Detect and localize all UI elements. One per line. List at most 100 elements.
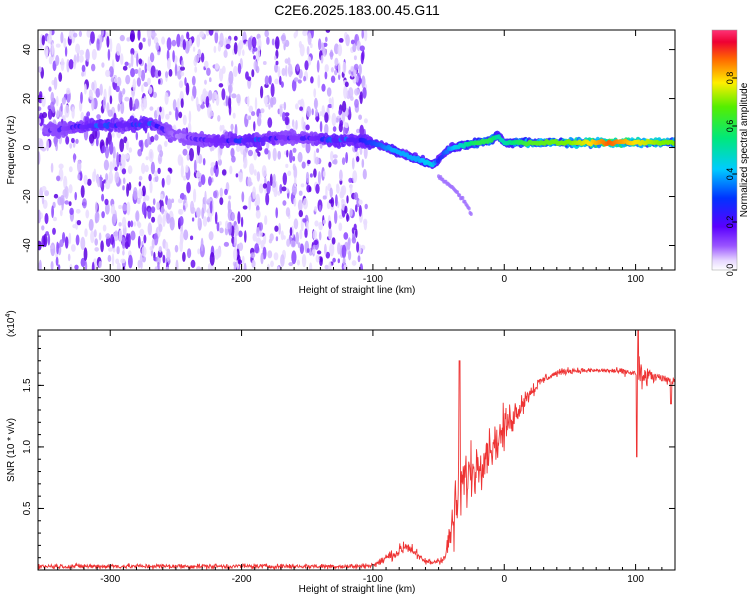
noise-dot: [156, 201, 161, 211]
noise-dot: [84, 228, 88, 238]
noise-dot: [346, 195, 349, 204]
noise-dot: [219, 32, 224, 47]
noise-dot: [270, 97, 274, 108]
noise-dot: [74, 191, 77, 201]
noise-dot: [143, 197, 146, 203]
noise-dot: [50, 101, 55, 112]
noise-dot: [58, 163, 64, 170]
noise-dot: [67, 253, 71, 262]
noise-dot: [357, 255, 361, 263]
noise-dot: [303, 75, 307, 82]
noise-dot: [321, 83, 326, 92]
noise-dot: [289, 149, 293, 163]
noise-dot: [280, 34, 286, 42]
noise-dot: [147, 77, 151, 86]
noise-dot: [125, 140, 129, 151]
noise-dot: [190, 235, 194, 241]
colorbar-label: Normalized spectral amplitude: [739, 82, 750, 217]
noise-dot: [55, 256, 59, 266]
noise-dot: [137, 148, 143, 157]
noise-dot: [136, 77, 141, 87]
noise-dot: [282, 111, 286, 122]
noise-dot: [359, 45, 365, 52]
noise-dot: [253, 121, 256, 132]
noise-dot: [193, 159, 197, 173]
noise-dot: [205, 95, 210, 108]
noise-dot: [328, 228, 332, 240]
noise-dot: [302, 197, 308, 210]
noise-dot: [223, 49, 228, 59]
noise-dot: [109, 141, 114, 155]
noise-dot: [111, 253, 115, 267]
noise-dot: [152, 91, 157, 98]
noise-dot: [356, 241, 360, 253]
noise-dot: [293, 176, 297, 188]
noise-dot: [208, 90, 213, 101]
noise-dot: [130, 30, 135, 43]
noise-dot: [109, 38, 113, 53]
noise-dot: [204, 90, 209, 97]
noise-dot: [207, 263, 212, 270]
noise-dot: [103, 159, 109, 171]
noise-dot: [309, 262, 313, 270]
noise-dot: [40, 212, 43, 219]
noise-dot: [71, 106, 75, 119]
noise-dot: [93, 168, 97, 179]
noise-dot: [144, 164, 149, 173]
noise-dot: [264, 75, 269, 86]
noise-dot: [100, 30, 105, 37]
noise-dot: [58, 72, 63, 82]
noise-dot: [284, 112, 290, 117]
noise-dot: [361, 158, 365, 168]
noise-dot: [148, 86, 153, 95]
noise-dot: [313, 168, 317, 178]
noise-dot: [267, 250, 273, 259]
noise-dot: [233, 65, 238, 78]
noise-dot: [362, 168, 367, 180]
noise-dot: [88, 133, 95, 144]
figure-title: C2E6.2025.183.00.45.G11: [274, 2, 440, 18]
noise-dot: [327, 103, 333, 109]
spectrogram-ylabel: Frequency (Hz): [6, 116, 17, 185]
noise-dot: [334, 210, 338, 224]
noise-dot: [267, 117, 273, 128]
noise-dot: [105, 69, 111, 78]
noise-dot: [210, 111, 214, 116]
noise-dot: [75, 234, 80, 246]
noise-dot: [287, 63, 293, 78]
noise-dot: [277, 150, 282, 160]
noise-dot: [349, 95, 354, 101]
noise-dot: [38, 259, 42, 270]
noise-dot: [142, 37, 146, 42]
noise-dot: [96, 114, 101, 120]
noise-dot: [94, 247, 99, 252]
noise-dot: [149, 52, 155, 63]
noise-dot: [155, 42, 160, 51]
noise-dot: [182, 114, 187, 126]
noise-dot: [332, 159, 337, 165]
noise-dot: [141, 201, 147, 216]
noise-dot: [159, 106, 162, 113]
noise-dot: [134, 69, 139, 74]
noise-dot: [200, 237, 204, 252]
noise-dot: [298, 210, 303, 218]
noise-dot: [283, 101, 287, 111]
noise-dot: [124, 96, 130, 102]
noise-dot: [81, 64, 86, 73]
snr-xtick-label: 100: [627, 574, 644, 585]
noise-dot: [214, 63, 219, 70]
noise-dot: [174, 244, 179, 253]
noise-dot: [252, 232, 257, 242]
noise-dot: [228, 103, 232, 116]
noise-dot: [214, 30, 220, 33]
noise-dot: [117, 103, 121, 113]
noise-dot: [267, 150, 271, 160]
noise-dot: [269, 173, 273, 186]
noise-dot: [348, 106, 351, 115]
noise-dot: [350, 65, 354, 72]
noise-dot: [295, 103, 299, 110]
noise-dot: [91, 63, 96, 72]
noise-dot: [356, 128, 360, 134]
noise-dot: [248, 115, 252, 121]
noise-dot: [279, 105, 283, 118]
